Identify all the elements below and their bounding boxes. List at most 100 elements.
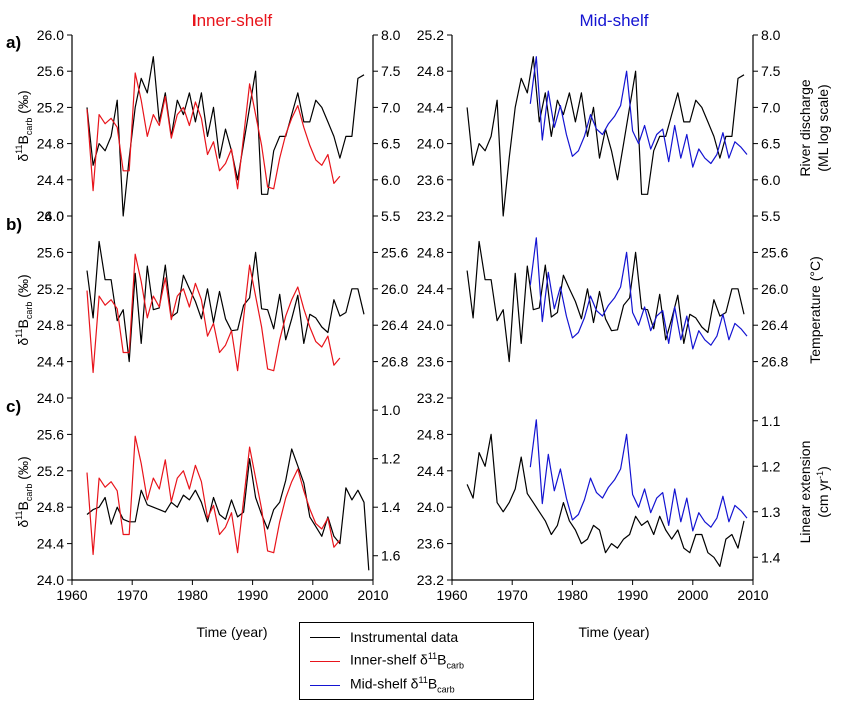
legend-item-instrumental: Instrumental data: [310, 627, 458, 647]
x-tick-label: 2000: [297, 587, 328, 603]
series-line-inner: [86, 253, 341, 374]
y-left-tick-label: 24.0: [417, 499, 444, 515]
x-tick-label: 1990: [237, 587, 268, 603]
y-right-tick-label: 1.2: [761, 458, 781, 474]
panel-a-inner: 24.0 24.4 24.8 25.2 25.6 26.0 5.5 6.0 6.5 7.0 7.5 8…: [37, 27, 401, 224]
series-line-instrumental: [466, 56, 745, 217]
y-left-tick-label: 25.2: [37, 281, 64, 297]
y-left-tick-label: 24.8: [37, 499, 64, 515]
legend-swatch-inner: [310, 660, 340, 662]
y-right-tick-label: 8.0: [761, 27, 781, 43]
panel-label-b: b): [6, 215, 22, 234]
x-tick-label: 1960: [436, 587, 467, 603]
y-label-c: δ11Bcarb (‰): [14, 456, 34, 527]
y-left-tick-label: 24.8: [37, 317, 64, 333]
y-left-tick-label: 26.0: [37, 208, 64, 224]
y-right-tick-label: 7.5: [761, 63, 781, 79]
right-label-c: Linear extension (cm yr-1): [797, 441, 831, 544]
panel-label-a: a): [6, 33, 21, 52]
y-left-tick-label: 24.8: [417, 426, 444, 442]
y-left-tick-label: 24.4: [37, 354, 64, 370]
legend-item-inner: Inner-shelf δ11Bcarb: [310, 651, 464, 671]
y-right-tick-label: 25.6: [761, 244, 788, 260]
y-left-tick-label: 24.4: [417, 281, 444, 297]
x-tick-label: 1990: [617, 587, 648, 603]
y-right-tick-label: 5.5: [381, 208, 401, 224]
y-left-tick-label: 24.0: [37, 572, 64, 588]
panel-c-mid: 1960 1970 1980 1990 2000 2010 23.2 23.6 24.0 24.4…: [417, 398, 781, 603]
y-left-tick-label: 23.6: [417, 354, 444, 370]
svg-text:(cm yr-1): (cm yr-1): [815, 466, 831, 518]
series-line-inner: [86, 435, 341, 556]
x-tick-label: 2000: [677, 587, 708, 603]
y-left-tick-label: 24.0: [417, 317, 444, 333]
y-label-b: δ11Bcarb (‰): [14, 274, 34, 345]
y-left-tick-label: 25.6: [37, 244, 64, 260]
x-tick-label: 2010: [357, 587, 388, 603]
y-right-tick-label: 1.4: [381, 499, 401, 515]
panel-b-inner: 24.0 24.4 24.8 25.2 25.6 26.0 26.8 26.4 26.0 25.6: [37, 208, 409, 406]
y-label-a: δ11Bcarb (‰): [14, 90, 34, 161]
x-label-left: Time (year): [196, 624, 267, 640]
y-left-tick-label: 24.4: [417, 99, 444, 115]
mid-shelf-title: Mid-shelf: [580, 11, 649, 30]
x-tick-label: 1980: [557, 587, 588, 603]
x-tick-label: 1970: [117, 587, 148, 603]
x-tick-label: 1960: [56, 587, 87, 603]
y-left-tick-label: 23.2: [417, 208, 444, 224]
x-tick-label: 1980: [177, 587, 208, 603]
y-right-tick-label: 26.0: [761, 281, 788, 297]
y-right-tick-label: 6.5: [761, 136, 781, 152]
y-right-tick-label: 25.6: [381, 244, 408, 260]
y-right-tick-label: 1.3: [761, 504, 781, 520]
svg-text:Temperature (°C): Temperature (°C): [807, 256, 823, 364]
y-right-tick-label: 26.4: [761, 317, 788, 333]
y-right-tick-label: 1.0: [381, 402, 401, 418]
y-right-tick-label: 1.4: [761, 549, 781, 565]
series-line-instrumental: [86, 56, 365, 217]
legend-item-mid: Mid-shelf δ11Bcarb: [310, 675, 455, 695]
svg-text:(ML log scale): (ML log scale): [815, 84, 831, 171]
y-right-tick-label: 6.0: [761, 172, 781, 188]
series-line-mid: [529, 419, 748, 532]
y-left-tick-label: 25.6: [37, 426, 64, 442]
y-right-tick-label: 1.2: [381, 451, 401, 467]
panel-a-mid: 23.2 23.6 24.0 24.4 24.8 25.2 5.5 6.0 6.5 7.0 7.5 8…: [417, 27, 781, 224]
legend: Instrumental data Inner-shelf δ11Bcarb M…: [299, 622, 534, 700]
y-right-tick-label: 6.0: [381, 172, 401, 188]
y-right-tick-label: 7.0: [761, 99, 781, 115]
y-right-tick-label: 6.5: [381, 136, 401, 152]
y-right-tick-label: 26.4: [381, 317, 408, 333]
panel-c-inner: 1960 1970 1980 1990 2000 2010 24.0 24.4 24.8 25.2…: [37, 398, 401, 603]
svg-text:Linear extension: Linear extension: [797, 441, 813, 544]
series-line-instrumental: [466, 240, 745, 363]
series-line-inner: [86, 72, 341, 192]
series-line-instrumental: [86, 240, 365, 363]
y-left-tick-label: 24.8: [37, 136, 64, 152]
panel-label-c: c): [6, 397, 21, 416]
y-left-tick-label: 23.2: [417, 390, 444, 406]
y-left-tick-label: 23.2: [417, 572, 444, 588]
y-right-tick-label: 1.1: [761, 413, 781, 429]
legend-swatch-mid: [310, 684, 340, 686]
series-line-mid: [529, 56, 748, 168]
y-left-tick-label: 23.6: [417, 172, 444, 188]
inner-shelf-title: Inner-shelf: [192, 11, 273, 30]
svg-text:δ11Bcarb (‰): δ11Bcarb (‰): [14, 456, 34, 527]
y-left-tick-label: 24.0: [37, 390, 64, 406]
y-right-tick-label: 8.0: [381, 27, 401, 43]
svg-text:River discharge: River discharge: [797, 79, 813, 176]
y-left-tick-label: 24.4: [37, 172, 64, 188]
y-left-tick-label: 24.8: [417, 244, 444, 260]
panel-b-mid: 23.2 23.6 24.0 24.4 24.8 26.8 26.4 26.0 25.6: [417, 216, 788, 406]
y-left-tick-label: 25.2: [37, 463, 64, 479]
y-left-tick-label: 24.8: [417, 63, 444, 79]
series-line-instrumental: [86, 448, 370, 571]
y-left-tick-label: 25.2: [417, 27, 444, 43]
svg-text:δ11Bcarb (‰): δ11Bcarb (‰): [14, 90, 34, 161]
y-left-tick-label: 24.4: [37, 536, 64, 552]
plot-area: 24.0 24.4 24.8 25.2 25.6 26.0 5.5 6.0 6.5 7.0 7.5 8…: [37, 27, 789, 603]
right-label-b: Temperature (°C): [807, 256, 823, 364]
y-right-tick-label: 7.0: [381, 99, 401, 115]
y-left-tick-label: 24.0: [37, 208, 64, 224]
